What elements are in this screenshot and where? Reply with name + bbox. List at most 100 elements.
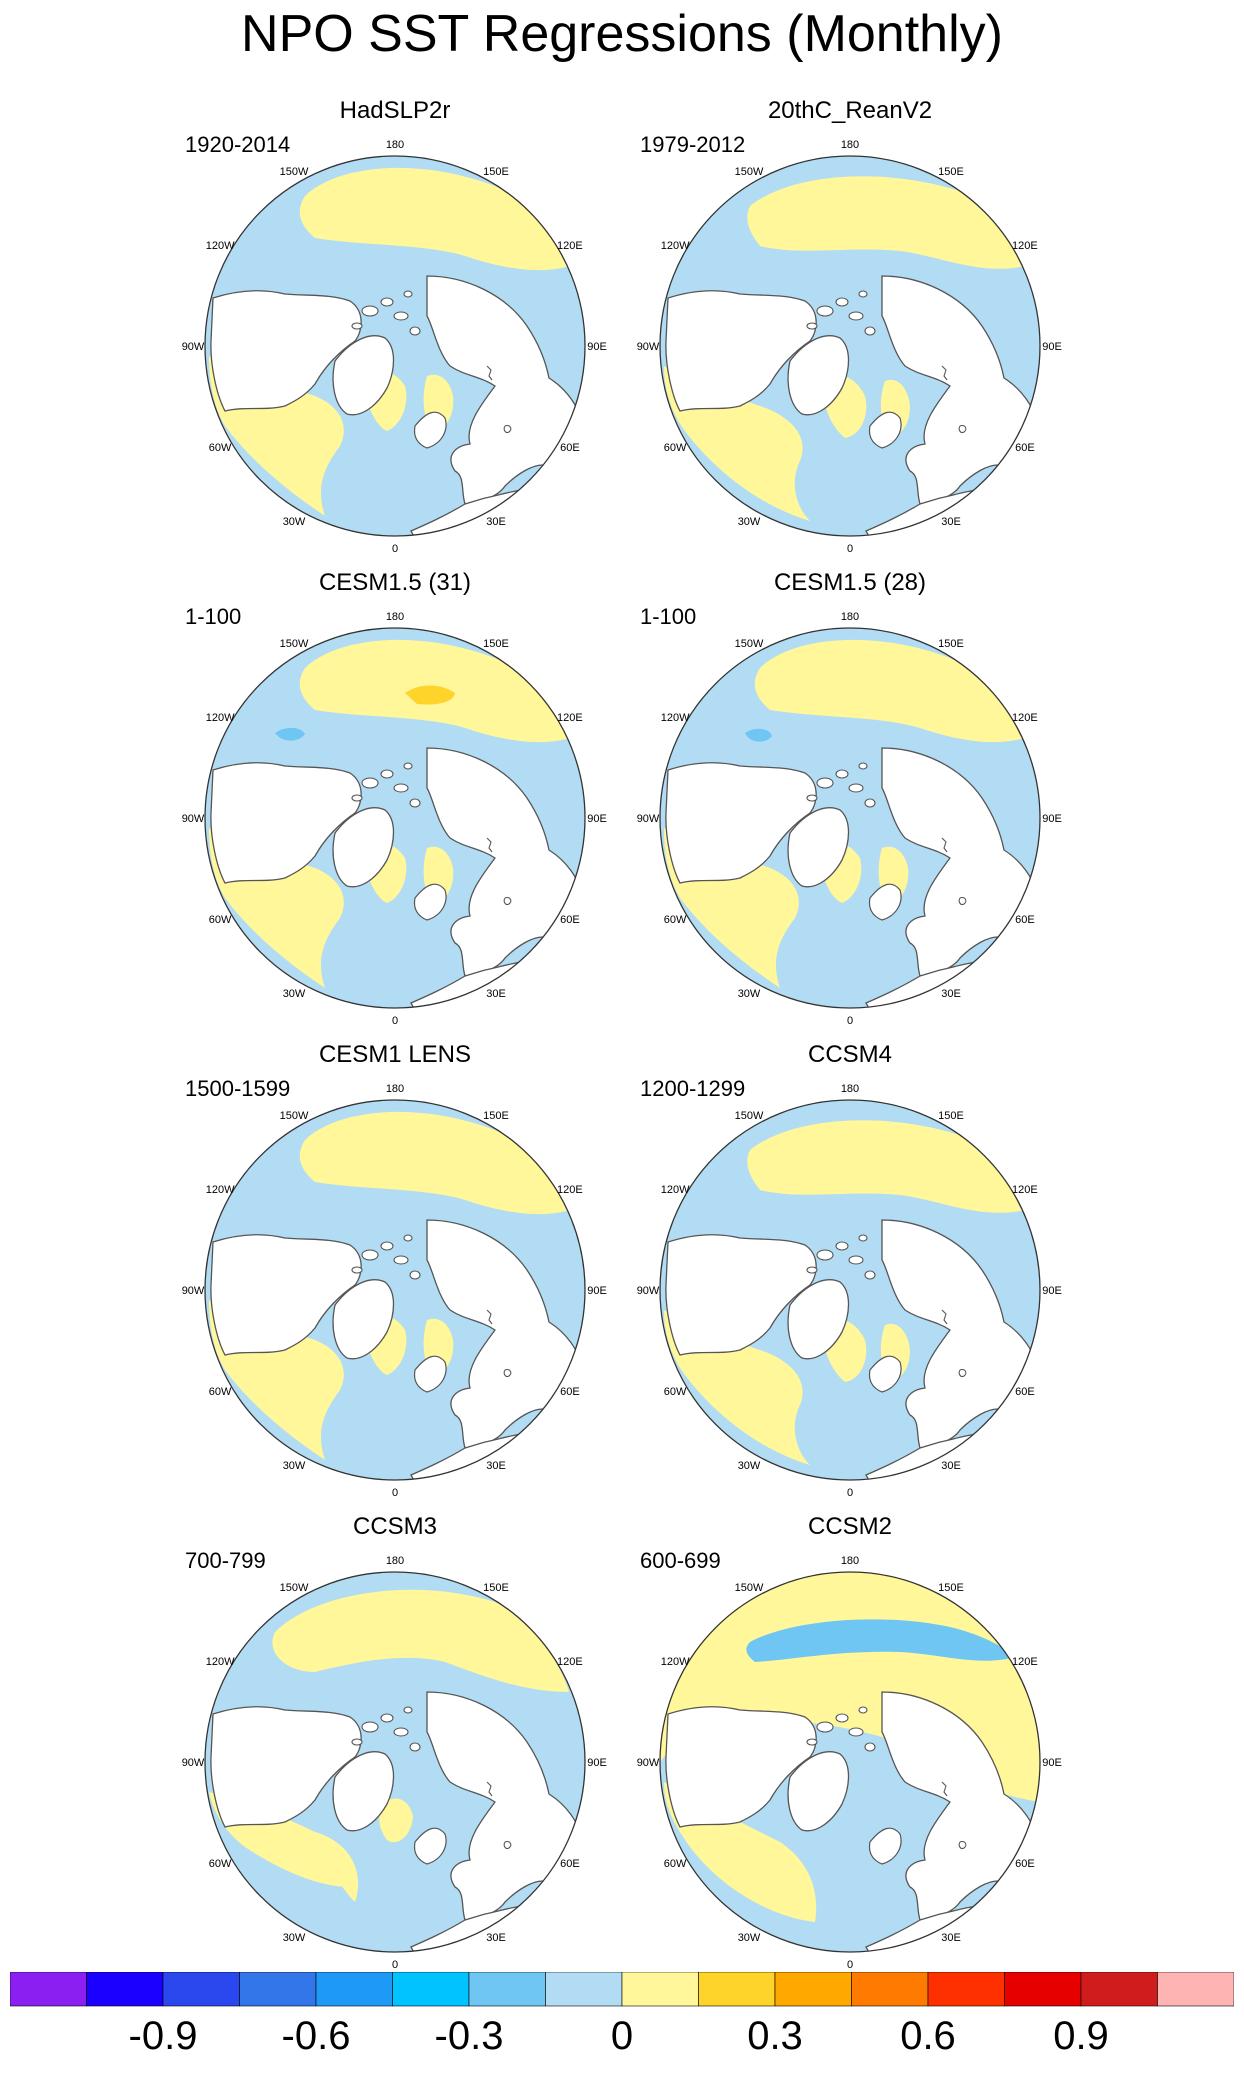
lon-label: 90E — [587, 1757, 607, 1769]
lon-label: 60W — [664, 442, 687, 454]
lon-label: 90E — [1042, 1757, 1062, 1769]
lon-label: 60W — [664, 1858, 687, 1870]
panel-period: 1-100 — [185, 604, 242, 629]
lon-label: 30E — [486, 516, 506, 528]
lon-label: 60E — [1015, 442, 1035, 454]
lon-label: 30E — [941, 516, 961, 528]
panel-title: CESM1.5 (31) — [318, 569, 472, 596]
lon-label: 90E — [587, 813, 607, 825]
lon-label: 150E — [483, 1110, 509, 1122]
lon-label: 60W — [209, 914, 232, 926]
colorbar-swatch — [698, 1972, 776, 2007]
lon-label: 60E — [560, 1386, 580, 1398]
lon-label: 90W — [637, 1285, 660, 1297]
lon-label: 120W — [206, 712, 235, 724]
panel-title: HadSLP2r — [339, 97, 451, 124]
colorbar-tick-label: -0.3 — [434, 2014, 504, 2058]
lon-label: 30W — [283, 516, 306, 528]
polar-map: 180 150E 120E 90E 60E 30E 0 30W 60W 90W 120W 150W — [637, 139, 1062, 555]
lon-label: 90E — [1042, 341, 1062, 353]
lon-label: 120W — [661, 240, 690, 252]
panel-period: 1920-2014 — [185, 132, 291, 157]
lon-label: 120W — [661, 712, 690, 724]
lon-label: 150E — [938, 1110, 964, 1122]
colorbar-swatch — [468, 1972, 546, 2007]
polar-map: 180 150E 120E 90E 60E 30E 0 30W 60W 90W 120W 150W — [637, 1083, 1062, 1499]
lon-label: 150E — [483, 166, 509, 178]
lon-label: 30W — [283, 1932, 306, 1944]
polar-map: 180 150E 120E 90E 60E 30E 0 30W 60W 90W 120W 150W — [637, 1555, 1062, 1971]
lon-label: 30W — [738, 1460, 761, 1472]
lon-label: 120W — [206, 240, 235, 252]
lon-label: 60W — [209, 1386, 232, 1398]
lon-label: 60W — [664, 1386, 687, 1398]
lon-label: 30W — [738, 988, 761, 1000]
lon-label: 30E — [941, 1932, 961, 1944]
panel-title: CESM1 LENS — [318, 1041, 472, 1068]
lon-label: 0 — [392, 543, 398, 555]
colorbar-tick-label: -0.6 — [281, 2014, 351, 2058]
lon-label: 90E — [587, 341, 607, 353]
map-panel-cesm1-lens: CESM1 LENS 180 150E 120E 90E 60E 30E 0 30W 60W 90W… — [165, 1040, 625, 1510]
panel-title: CCSM2 — [807, 1513, 892, 1540]
colorbar-swatch — [1004, 1972, 1082, 2007]
colorbar-swatch — [545, 1972, 623, 2007]
lon-label: 120E — [1012, 712, 1038, 724]
polar-map: 180 150E 120E 90E 60E 30E 0 30W 60W 90W 120W 150W — [182, 1083, 607, 1499]
lon-label: 30E — [941, 1460, 961, 1472]
colorbar-tick-label: 0 — [610, 2014, 634, 2058]
lon-label: 0 — [847, 1015, 853, 1027]
lon-label: 120W — [661, 1184, 690, 1196]
map-panel-ccsm4: CCSM4 180 150E 120E 90E 60E 30E 0 30W 60W 90W 120W 1… — [620, 1040, 1080, 1510]
lon-label: 90E — [1042, 813, 1062, 825]
lon-label: 0 — [847, 543, 853, 555]
lon-label: 90E — [1042, 1285, 1062, 1297]
lon-label: 90W — [182, 1757, 205, 1769]
colorbar-tick-label: 0.6 — [900, 2014, 956, 2058]
lon-label: 150W — [280, 1110, 309, 1122]
map-panel-ccsm2: CCSM2 180 150E 120E 90E 60E 30E 0 30W 60W 90W 120W 1… — [620, 1512, 1080, 1982]
lon-label: 150W — [280, 166, 309, 178]
panel-period: 600-699 — [640, 1548, 721, 1573]
lon-label: 30W — [738, 516, 761, 528]
lon-label: 90W — [182, 1285, 205, 1297]
polar-map: 180 150E 120E 90E 60E 30E 0 30W 60W 90W 120W 150W — [182, 1555, 607, 1971]
colorbar-labels: -0.9 -0.6 -0.3 0 0.3 0.6 0.9 — [0, 2012, 1244, 2072]
colorbar-swatch — [1157, 1972, 1234, 2007]
colorbar-swatch — [315, 1972, 393, 2007]
lon-label: 120E — [1012, 240, 1038, 252]
lon-label: 150W — [735, 166, 764, 178]
lon-label: 120E — [557, 1184, 583, 1196]
lon-label: 60E — [1015, 1386, 1035, 1398]
lon-label: 150W — [735, 638, 764, 650]
colorbar-swatch — [162, 1972, 240, 2007]
lon-label: 90W — [637, 1757, 660, 1769]
lon-label: 180 — [386, 1555, 404, 1567]
lon-label: 0 — [392, 1959, 398, 1971]
lon-label: 120E — [557, 712, 583, 724]
lon-label: 60E — [1015, 1858, 1035, 1870]
polar-map: 180 150E 120E 90E 60E 30E 0 30W 60W 90W 120W 150W — [182, 611, 607, 1027]
lon-label: 120W — [661, 1656, 690, 1668]
colorbar-swatch — [927, 1972, 1005, 2007]
colorbar-swatch — [239, 1972, 317, 2007]
colorbar-tick-label: 0.3 — [747, 2014, 803, 2058]
map-panel-cesm15-31: CESM1.5 (31) 180 150E 120E 90E 60E 30E 0 30W 60W 9… — [165, 568, 625, 1038]
lon-label: 150E — [938, 166, 964, 178]
lon-label: 150W — [280, 1582, 309, 1594]
lon-label: 30E — [486, 1932, 506, 1944]
lon-label: 120E — [1012, 1656, 1038, 1668]
lon-label: 180 — [386, 611, 404, 623]
lon-label: 30W — [283, 1460, 306, 1472]
lon-label: 30E — [486, 1460, 506, 1472]
lon-label: 90W — [637, 341, 660, 353]
lon-label: 0 — [847, 1959, 853, 1971]
colorbar-swatch — [10, 1972, 87, 2007]
panel-title: CCSM3 — [352, 1513, 437, 1540]
figure-title: NPO SST Regressions (Monthly) — [241, 5, 1003, 63]
lon-label: 120E — [557, 1656, 583, 1668]
panel-period: 1200-1299 — [640, 1076, 746, 1101]
lon-label: 150W — [280, 638, 309, 650]
colorbar — [10, 1972, 1234, 2007]
polar-map: 180 150E 120E 90E 60E 30E 0 30W 60W 90W 120W 150W — [637, 611, 1062, 1027]
